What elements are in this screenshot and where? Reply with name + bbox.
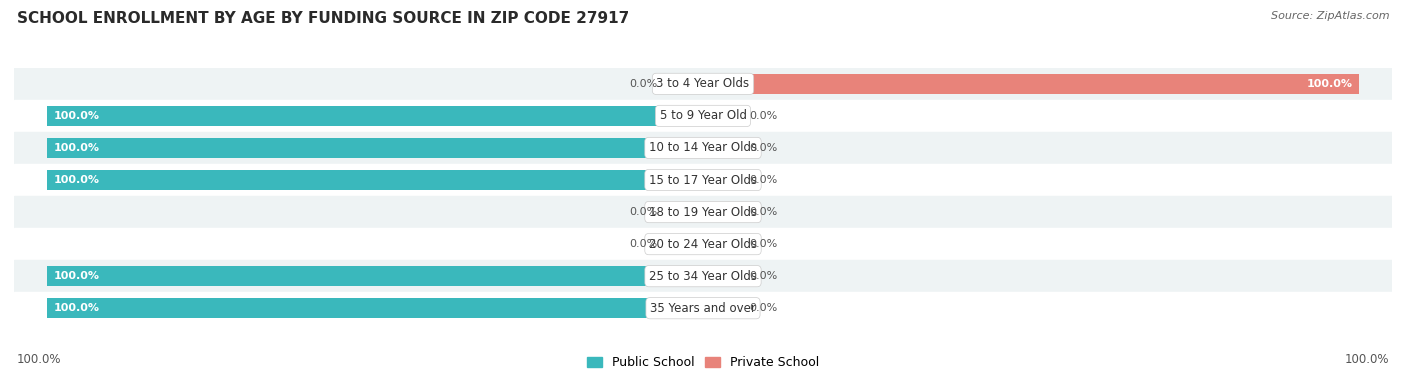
Bar: [14, 68, 1392, 100]
Bar: [664, 74, 703, 94]
Text: 0.0%: 0.0%: [628, 79, 657, 89]
Text: 25 to 34 Year Olds: 25 to 34 Year Olds: [650, 270, 756, 283]
Text: SCHOOL ENROLLMENT BY AGE BY FUNDING SOURCE IN ZIP CODE 27917: SCHOOL ENROLLMENT BY AGE BY FUNDING SOUR…: [17, 11, 628, 26]
Text: 35 Years and over: 35 Years and over: [650, 302, 756, 315]
Bar: [703, 106, 742, 126]
Text: 100.0%: 100.0%: [53, 143, 100, 153]
Bar: [46, 298, 703, 318]
Text: 100.0%: 100.0%: [1344, 353, 1389, 366]
Text: 100.0%: 100.0%: [53, 303, 100, 313]
Bar: [14, 196, 1392, 228]
Bar: [14, 260, 1392, 292]
Text: 15 to 17 Year Olds: 15 to 17 Year Olds: [650, 173, 756, 187]
Text: 5 to 9 Year Old: 5 to 9 Year Old: [659, 109, 747, 123]
Legend: Public School, Private School: Public School, Private School: [582, 351, 824, 374]
Bar: [703, 298, 742, 318]
Text: 100.0%: 100.0%: [1306, 79, 1353, 89]
Text: 0.0%: 0.0%: [749, 271, 778, 281]
Text: 3 to 4 Year Olds: 3 to 4 Year Olds: [657, 77, 749, 90]
Bar: [703, 234, 742, 254]
Bar: [703, 170, 742, 190]
Text: 0.0%: 0.0%: [628, 239, 657, 249]
Bar: [46, 170, 703, 190]
Bar: [14, 132, 1392, 164]
Bar: [14, 164, 1392, 196]
Text: 0.0%: 0.0%: [749, 143, 778, 153]
Text: 0.0%: 0.0%: [749, 207, 778, 217]
Bar: [664, 202, 703, 222]
Text: 100.0%: 100.0%: [53, 271, 100, 281]
Bar: [14, 292, 1392, 324]
Bar: [703, 138, 742, 158]
Bar: [703, 202, 742, 222]
Bar: [46, 106, 703, 126]
Bar: [703, 266, 742, 286]
Text: 20 to 24 Year Olds: 20 to 24 Year Olds: [650, 238, 756, 251]
Bar: [14, 228, 1392, 260]
Text: 0.0%: 0.0%: [749, 111, 778, 121]
Text: 0.0%: 0.0%: [749, 239, 778, 249]
Text: 100.0%: 100.0%: [53, 175, 100, 185]
Bar: [46, 138, 703, 158]
Bar: [664, 234, 703, 254]
Text: 0.0%: 0.0%: [749, 303, 778, 313]
Text: 100.0%: 100.0%: [17, 353, 62, 366]
Text: 100.0%: 100.0%: [53, 111, 100, 121]
Text: 0.0%: 0.0%: [628, 207, 657, 217]
Text: 18 to 19 Year Olds: 18 to 19 Year Olds: [650, 205, 756, 219]
Bar: [703, 74, 1360, 94]
Text: 0.0%: 0.0%: [749, 175, 778, 185]
Text: 10 to 14 Year Olds: 10 to 14 Year Olds: [650, 141, 756, 155]
Bar: [46, 266, 703, 286]
Text: Source: ZipAtlas.com: Source: ZipAtlas.com: [1271, 11, 1389, 21]
Bar: [14, 100, 1392, 132]
